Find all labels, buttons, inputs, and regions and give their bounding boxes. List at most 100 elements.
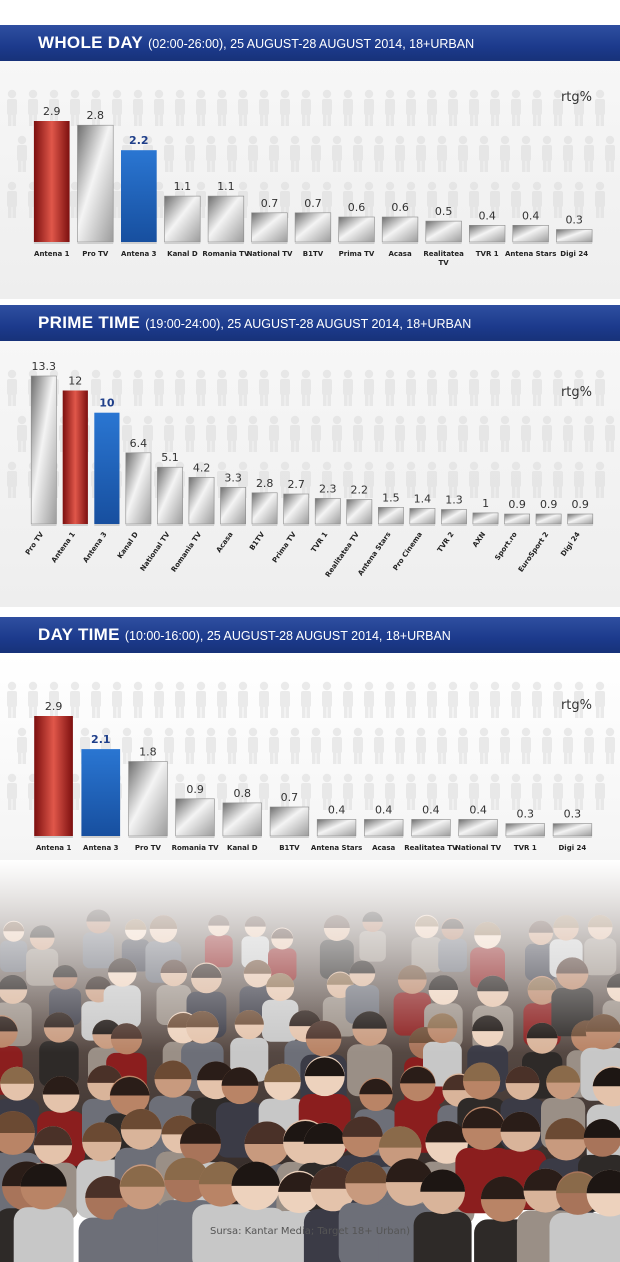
person-silhouette-icon <box>511 773 521 810</box>
person-silhouette-icon <box>353 415 363 452</box>
person-silhouette-icon <box>196 369 206 406</box>
person-silhouette-icon <box>521 727 531 764</box>
bar-shadow <box>208 242 244 244</box>
bar-sport-ro <box>504 513 531 525</box>
section-banner-day-time: DAY TIME (10:00-16:00), 25 AUGUST-28 AUG… <box>0 617 620 653</box>
person-silhouette-icon <box>49 681 59 718</box>
value-label: 1.4 <box>414 492 432 505</box>
person-silhouette-icon <box>91 89 101 126</box>
value-label: 2.1 <box>91 733 111 746</box>
category-label: Antena 1 <box>50 530 77 564</box>
bar-tvr-2 <box>441 509 467 525</box>
bar-antena-1 <box>62 390 88 524</box>
person-silhouette-icon <box>154 681 164 718</box>
person-silhouette-icon <box>154 89 164 126</box>
person-silhouette-icon <box>343 89 353 126</box>
chart-area-prime-time: rtg% 13.3 Pro TV 12 Antena 1 10 Antena 3 6.4 Kan… <box>0 341 620 607</box>
person-silhouette-icon <box>521 135 531 172</box>
bar-shadow <box>512 242 549 244</box>
bar-tvr-1 <box>468 225 506 243</box>
category-label: Antena Stars <box>311 844 362 852</box>
person-silhouette-icon <box>133 369 143 406</box>
bar-shadow <box>251 242 288 244</box>
person-silhouette-icon <box>7 369 17 406</box>
bar-digi-24 <box>552 823 593 837</box>
person-silhouette-icon <box>7 461 17 498</box>
person-silhouette-icon <box>112 89 122 126</box>
value-label: 0.3 <box>564 808 582 821</box>
person-silhouette-icon <box>416 727 426 764</box>
person-silhouette-icon <box>490 181 500 218</box>
person-silhouette-icon <box>553 461 563 498</box>
person-silhouette-icon <box>563 727 573 764</box>
bar-antena-3 <box>94 412 120 524</box>
person-silhouette-icon <box>175 89 185 126</box>
person-silhouette-icon <box>17 135 27 172</box>
person-silhouette-icon <box>196 89 206 126</box>
category-label: Antena Stars <box>505 250 556 258</box>
bar-shadow <box>175 836 215 838</box>
bar-antena-stars <box>316 819 357 837</box>
person-silhouette-icon <box>259 89 269 126</box>
person-silhouette-icon <box>469 681 479 718</box>
bar-shadow <box>504 524 530 526</box>
bar-national-tv <box>251 212 288 243</box>
bar-acasa <box>364 819 404 837</box>
bar-shadow <box>378 524 404 526</box>
person-silhouette-icon <box>269 415 279 452</box>
person-silhouette-icon <box>164 415 174 452</box>
person-silhouette-icon <box>437 727 447 764</box>
bar-shadow <box>222 836 262 838</box>
bar-b1tv <box>294 212 332 243</box>
person-silhouette-icon <box>532 461 542 498</box>
category-label: Sport.ro <box>493 530 518 561</box>
person-silhouette-icon <box>385 89 395 126</box>
person-silhouette-icon <box>332 727 342 764</box>
person-silhouette-icon <box>595 461 605 498</box>
crowd-photo <box>0 860 620 1262</box>
bar-shadow <box>157 524 183 526</box>
person-silhouette-icon <box>164 727 174 764</box>
bar-shadow <box>315 524 341 526</box>
value-label: 0.9 <box>571 498 589 511</box>
person-silhouette-icon <box>448 369 458 406</box>
section-subtitle: (10:00-16:00), 25 AUGUST-28 AUGUST 2014,… <box>124 629 451 643</box>
person-silhouette-icon <box>70 681 80 718</box>
person-silhouette-icon <box>311 415 321 452</box>
person-silhouette-icon <box>469 369 479 406</box>
person-silhouette-icon <box>364 89 374 126</box>
bar-shadow <box>31 524 57 526</box>
person-silhouette-icon <box>427 369 437 406</box>
person-silhouette-icon <box>427 181 437 218</box>
bar-b1tv <box>269 806 310 837</box>
value-label: 1.1 <box>174 180 192 193</box>
category-label: TV <box>438 259 449 267</box>
person-silhouette-icon <box>479 415 489 452</box>
category-label: National TV <box>139 530 172 573</box>
person-silhouette-icon <box>574 681 584 718</box>
person-silhouette-icon <box>500 135 510 172</box>
person-silhouette-icon <box>248 415 258 452</box>
person-silhouette-icon <box>122 727 132 764</box>
person-silhouette-icon <box>364 461 374 498</box>
person-silhouette-icon <box>280 89 290 126</box>
person-silhouette-icon <box>563 415 573 452</box>
bar-axn <box>472 512 499 525</box>
person-silhouette-icon <box>280 181 290 218</box>
person-silhouette-icon <box>301 773 311 810</box>
bar-shadow <box>556 242 593 244</box>
person-silhouette-icon <box>574 89 584 126</box>
bar-shadow <box>125 524 151 526</box>
person-silhouette-icon <box>406 461 416 498</box>
person-silhouette-icon <box>227 727 237 764</box>
whole-day-bar-chart: rtg% 2.9 Antena 1 2.8 Pro TV 2.2 Antena 3 1.1 Ka… <box>7 89 615 267</box>
person-silhouette-icon <box>280 461 290 498</box>
value-label: 0.9 <box>508 498 526 511</box>
value-label: 2.8 <box>87 109 105 122</box>
bar-acasa <box>381 216 419 243</box>
bar-pro-cinema <box>409 508 436 525</box>
bar-pro-tv <box>77 124 114 243</box>
person-silhouette-icon <box>206 135 216 172</box>
person-silhouette-icon <box>511 681 521 718</box>
person-silhouette-icon <box>185 135 195 172</box>
